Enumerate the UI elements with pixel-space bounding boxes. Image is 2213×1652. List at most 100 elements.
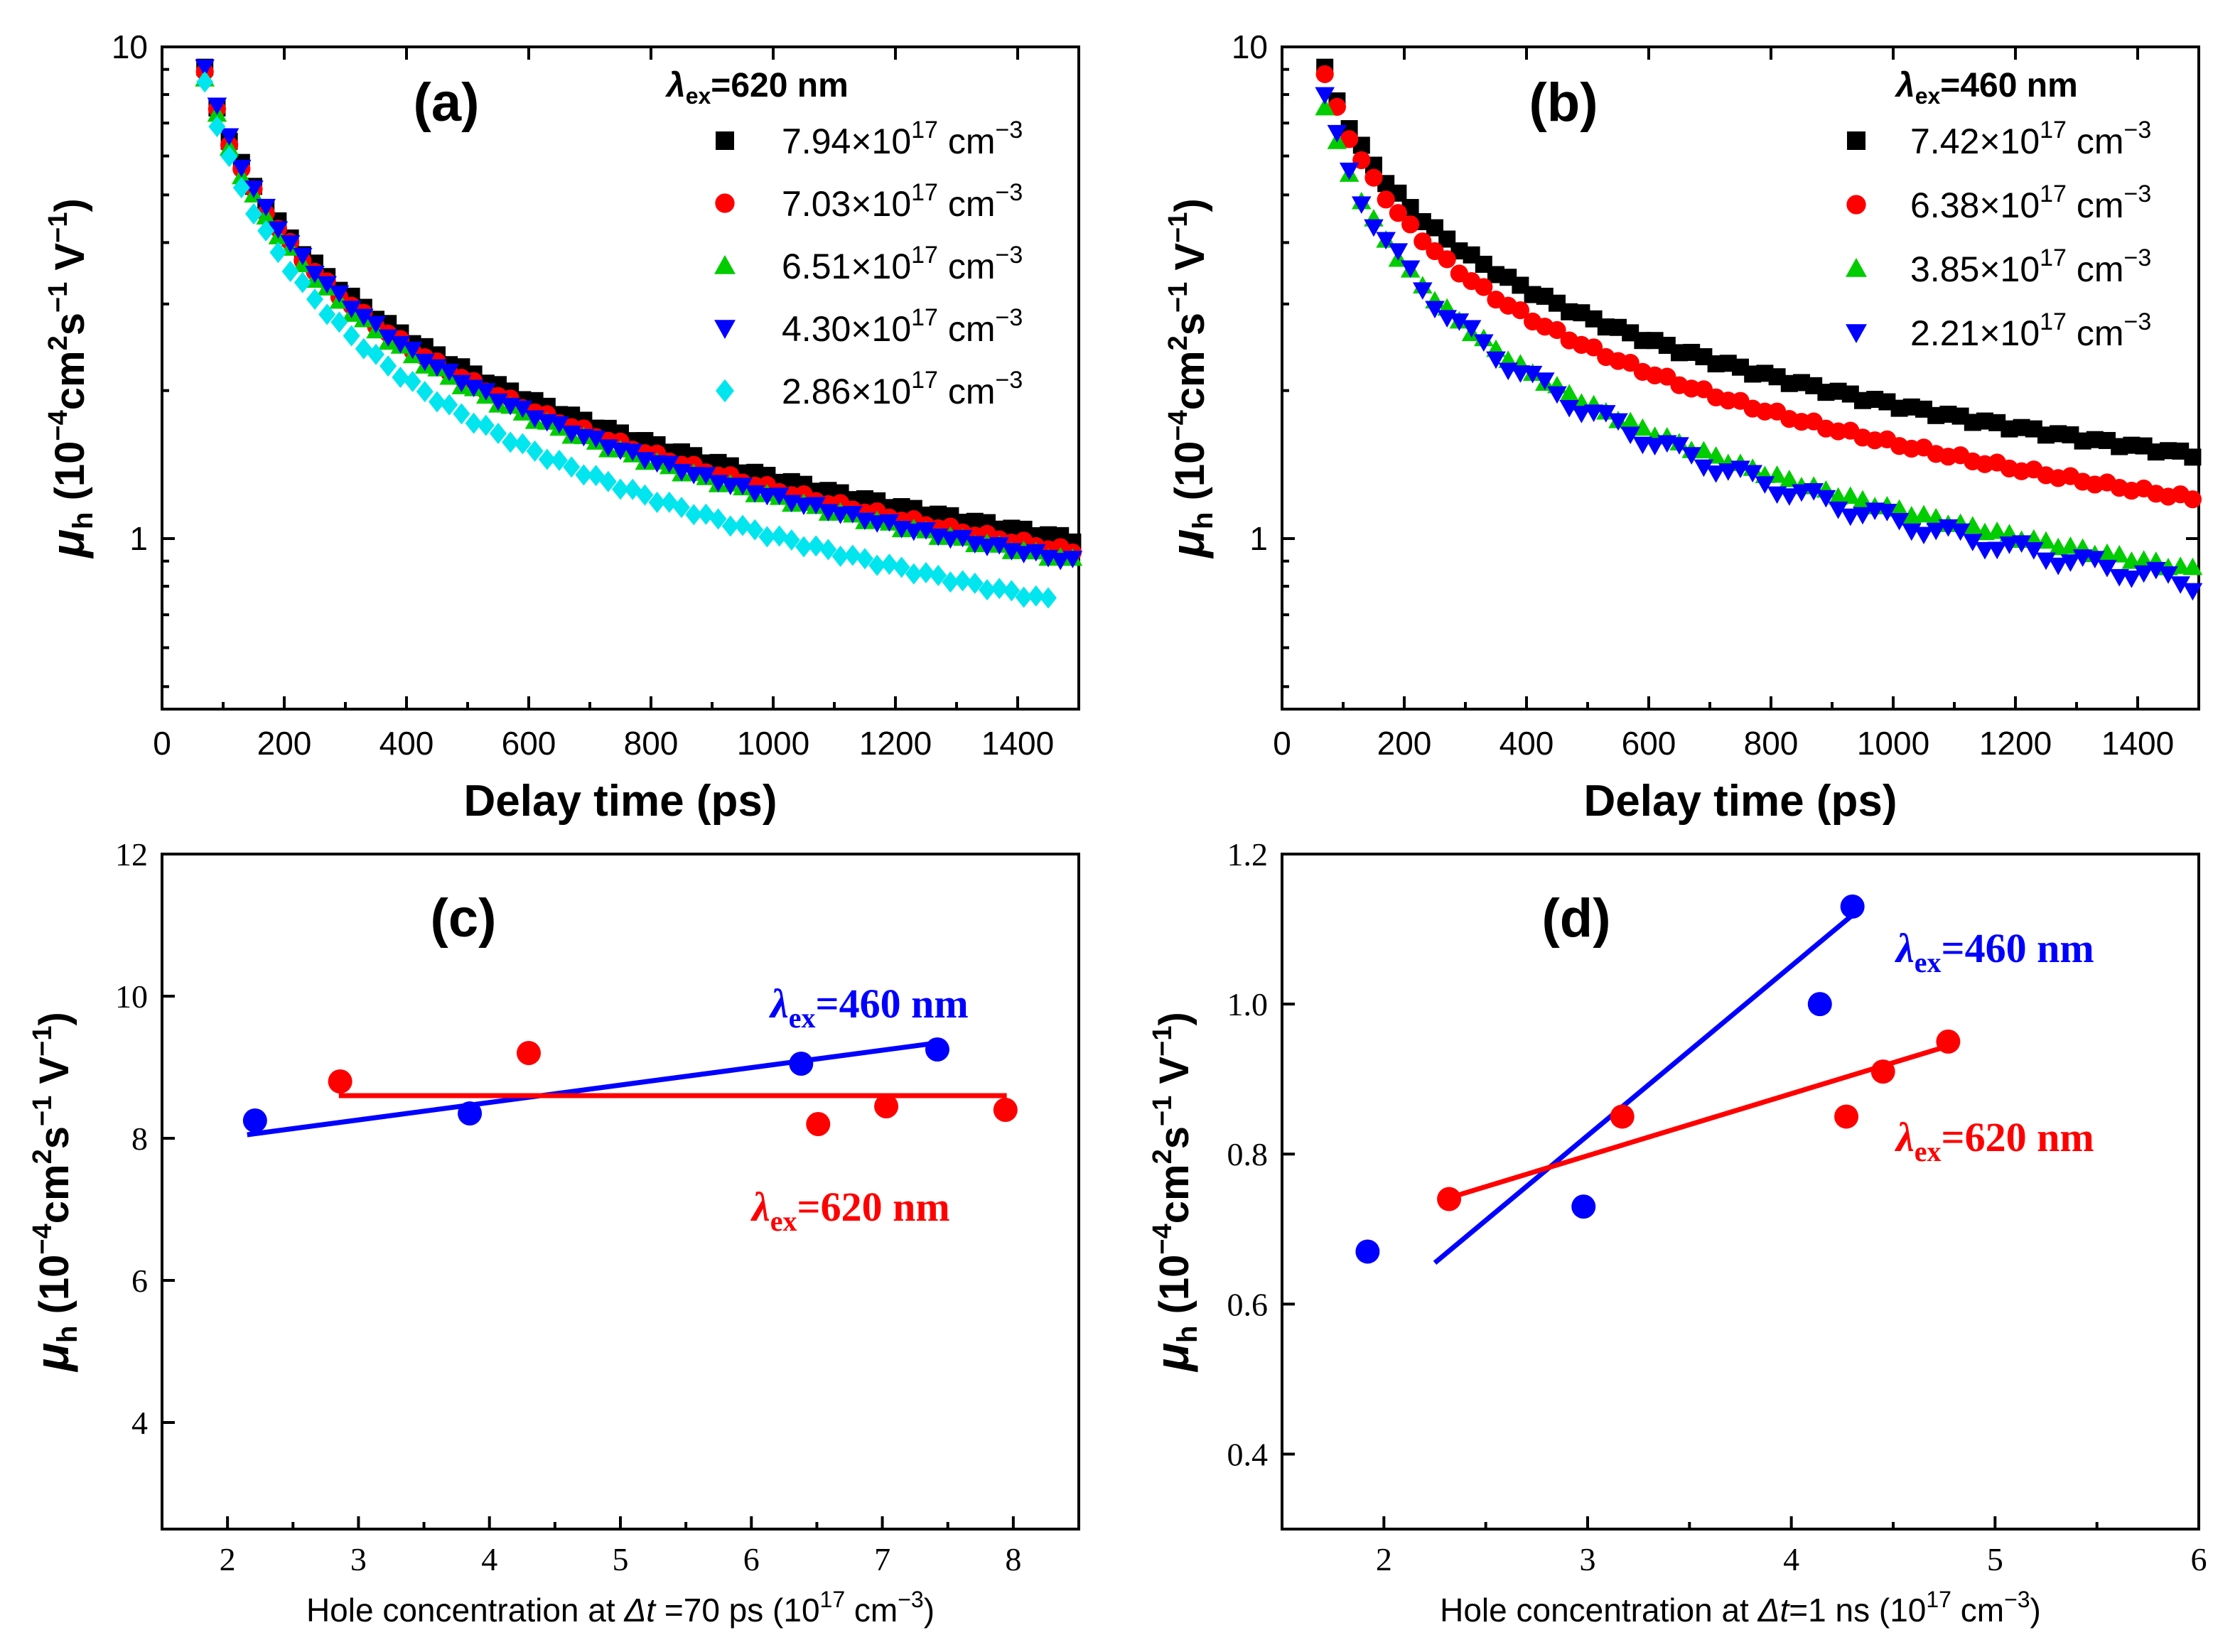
data-point [392, 367, 409, 389]
data-point [1585, 338, 1603, 357]
data-point [1401, 215, 1420, 234]
data-point [257, 220, 275, 242]
data-point [1327, 124, 1347, 143]
data-point [526, 440, 544, 462]
series-label: λex=620 nm [750, 1184, 950, 1237]
data-point [1571, 406, 1592, 423]
data-point [563, 456, 581, 478]
x-tick-label: 400 [379, 725, 434, 762]
x-tick-label: 6 [2191, 1541, 2207, 1577]
data-point [1511, 301, 1529, 320]
data-point [1559, 384, 1579, 402]
series-1 [1315, 65, 2202, 509]
data-point [830, 507, 851, 524]
data-point [917, 562, 935, 584]
data-point [1779, 470, 1799, 487]
data-point [1437, 1187, 1462, 1211]
data-point [1816, 490, 1836, 508]
data-point [294, 271, 311, 293]
data-point [2048, 557, 2068, 576]
data-point [844, 544, 861, 566]
data-point [648, 492, 666, 514]
data-point [2146, 561, 2166, 580]
data-point [1315, 65, 1334, 83]
data-point [612, 478, 629, 500]
data-point [1743, 465, 1762, 483]
data-point [1486, 351, 1506, 369]
data-point [378, 329, 398, 347]
data-point [2097, 559, 2117, 578]
data-point [636, 484, 654, 506]
data-point [256, 198, 276, 217]
data-point [1870, 1059, 1895, 1084]
x-tick-label: 1000 [737, 725, 809, 762]
data-point [1003, 580, 1021, 602]
data-point [1438, 250, 1456, 269]
data-point [575, 464, 593, 486]
panel-a-frame [161, 45, 1080, 711]
data-point [1050, 552, 1070, 571]
series-0 [242, 1037, 949, 1138]
data-point [1461, 320, 1482, 338]
data-point [379, 355, 397, 377]
data-point [269, 242, 287, 264]
x-tick-label: 1400 [2101, 725, 2174, 762]
data-point [1026, 544, 1046, 562]
legend-label: 7.42×1017 cm−3 [1910, 117, 2151, 161]
data-point [2184, 448, 2202, 466]
data-point [429, 391, 446, 413]
data-point [451, 374, 472, 393]
data-point [538, 448, 556, 470]
data-point [989, 537, 1009, 555]
data-point [1694, 441, 1714, 459]
data-point [991, 578, 1008, 600]
data-point [1547, 386, 1567, 404]
data-point [514, 433, 532, 455]
data-point [1804, 483, 1824, 501]
series-3 [195, 59, 1083, 571]
data-point [1559, 399, 1579, 418]
y-tick-label: 0.8 [1227, 1136, 1269, 1172]
data-point [925, 1037, 949, 1062]
data-point [281, 260, 299, 282]
legend-marker [1846, 195, 1866, 215]
x-tick-label: 2 [1376, 1541, 1392, 1577]
data-point [328, 1069, 352, 1094]
data-point [599, 470, 617, 492]
data-point [806, 1112, 831, 1136]
panel-b: 0 200 400 600 800 1000 1200 1400 1 10 Delay time (… [1161, 28, 2203, 826]
data-point [1914, 504, 1934, 523]
legend-marker [1847, 131, 1865, 150]
data-point [502, 431, 519, 453]
data-point [343, 325, 360, 347]
x-tick-label: 800 [1744, 725, 1799, 762]
legend-marker [1846, 258, 1867, 277]
data-point [843, 505, 863, 524]
y-tick-label: 12 [115, 836, 148, 873]
y-axis-label: μh (10−4cm2s−1 V−1) [41, 198, 99, 559]
data-point [517, 1041, 541, 1065]
data-point [789, 1052, 814, 1076]
data-point [1644, 438, 1665, 455]
data-point [415, 353, 435, 372]
data-point [330, 311, 348, 333]
series-1 [1437, 1029, 1961, 1211]
legend-marker [716, 131, 734, 150]
x-tick-label: 6 [743, 1541, 760, 1577]
data-point [512, 400, 533, 419]
data-point [954, 570, 971, 592]
data-point [1936, 1029, 1961, 1054]
data-point [794, 497, 814, 515]
panel-c: 2 3 4 5 6 7 8 4 6 8 10 12 λex=460 nm λex=620 nm (c) Hol… [26, 836, 1080, 1629]
series-1 [328, 1041, 1018, 1136]
x-tick-label: 200 [1377, 725, 1432, 762]
data-point [196, 71, 214, 93]
data-point [441, 394, 458, 416]
data-point [1889, 499, 1910, 517]
data-point [1535, 372, 1555, 390]
panel-a: 0 200 400 600 800 1000 1200 1400 1 10 Delay time (… [41, 28, 1083, 826]
data-point [819, 539, 837, 561]
data-point [1377, 190, 1395, 209]
data-point [1388, 243, 1409, 261]
data-point [734, 514, 751, 536]
